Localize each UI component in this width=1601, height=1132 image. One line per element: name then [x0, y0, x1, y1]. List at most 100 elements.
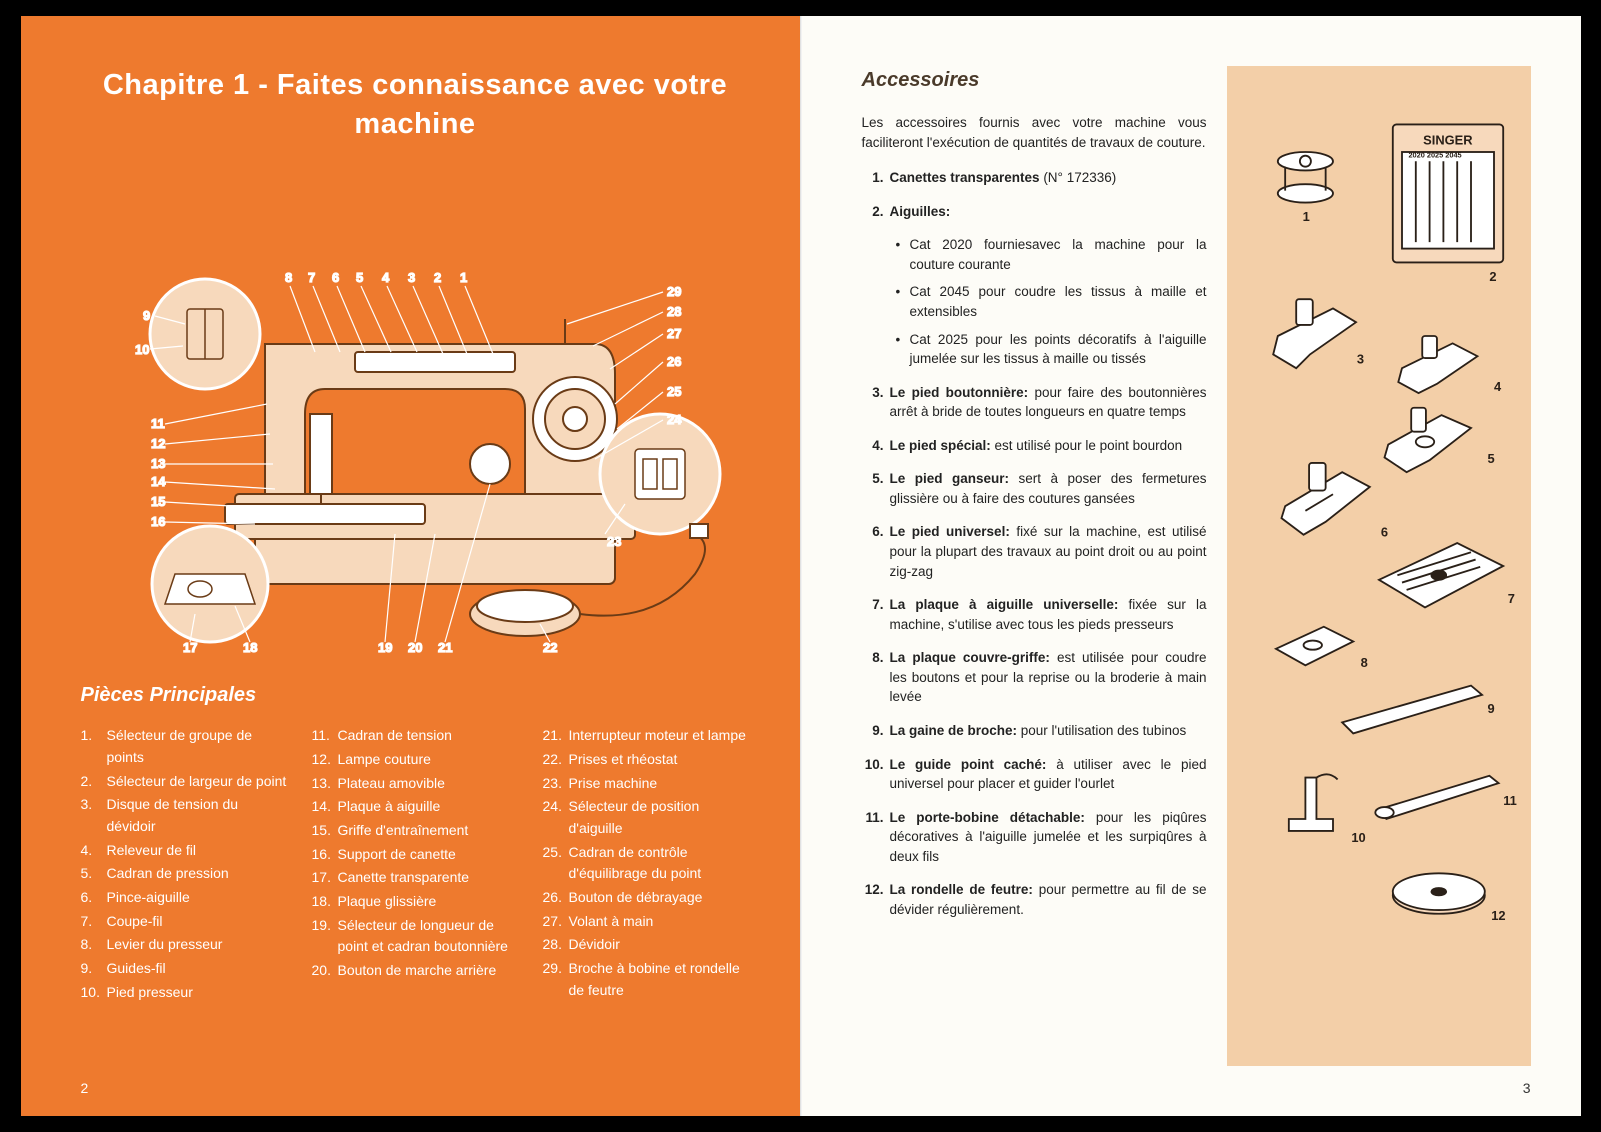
parts-item: 17.Canette transparente [312, 867, 519, 889]
svg-text:9: 9 [1487, 701, 1494, 716]
parts-item-text: Cadran de contrôle d'équilibrage du poin… [569, 842, 750, 885]
parts-item-num: 20. [312, 960, 338, 982]
accessory-entry: 2.Aiguilles: [862, 202, 1207, 222]
parts-item: 9.Guides-fil [81, 958, 288, 980]
parts-item: 6.Pince-aiguille [81, 887, 288, 909]
svg-text:10: 10 [1351, 830, 1365, 845]
parts-item-num: 19. [312, 915, 338, 958]
accessory-num: 7. [862, 595, 890, 634]
parts-item-text: Cadran de tension [338, 725, 452, 747]
page-right: Accessoires Les accessoires fournis avec… [802, 16, 1581, 1116]
chapter-title: Chapitre 1 - Faites connaissance avec vo… [81, 66, 750, 144]
parts-item-num: 24. [543, 796, 569, 839]
svg-text:24: 24 [667, 412, 682, 427]
accessory-entry: 6.Le pied universel: fixé sur la machine… [862, 522, 1207, 581]
parts-item-num: 12. [312, 749, 338, 771]
needle-subitem: Cat 2045 pour coudre les tissus à maille… [896, 282, 1207, 321]
parts-item-num: 8. [81, 934, 107, 956]
parts-item: 15.Griffe d'entraînement [312, 820, 519, 842]
parts-col-2: 11.Cadran de tension12.Lampe couture13.P… [312, 725, 519, 1005]
accessory-num: 4. [862, 436, 890, 456]
manual-spread: Chapitre 1 - Faites connaissance avec vo… [21, 16, 1581, 1116]
parts-item: 29.Broche à bobine et rondelle de feutre [543, 958, 750, 1001]
svg-text:4: 4 [382, 270, 390, 285]
svg-text:SINGER: SINGER [1423, 133, 1473, 148]
parts-item-text: Volant à main [569, 911, 654, 933]
accessory-num: 12. [862, 880, 890, 919]
parts-item-num: 9. [81, 958, 107, 980]
accessory-entry: 3.Le pied boutonnière: pour faire des bo… [862, 383, 1207, 422]
parts-item-num: 25. [543, 842, 569, 885]
svg-text:18: 18 [243, 640, 257, 654]
parts-item-text: Levier du presseur [107, 934, 223, 956]
accessories-list: 1.Canettes transparentes (N° 172336)2.Ai… [862, 168, 1207, 919]
parts-item: 19.Sélecteur de longueur de point et cad… [312, 915, 519, 958]
parts-item-text: Prises et rhéostat [569, 749, 678, 771]
accessory-num: 6. [862, 522, 890, 581]
parts-item-text: Broche à bobine et rondelle de feutre [569, 958, 750, 1001]
parts-item-num: 17. [312, 867, 338, 889]
parts-item-num: 13. [312, 773, 338, 795]
parts-item: 8.Levier du presseur [81, 934, 288, 956]
accessory-entry: 11.Le porte-bobine détachable: pour les … [862, 808, 1207, 867]
parts-item: 3.Disque de tension du dévidoir [81, 794, 288, 837]
accessory-entry: 8.La plaque couvre-griffe: est utilisée … [862, 648, 1207, 707]
accessory-entry: 12.La rondelle de feutre: pour permettre… [862, 880, 1207, 919]
svg-text:7: 7 [308, 270, 315, 285]
svg-text:6: 6 [1380, 525, 1387, 540]
parts-item-text: Sélecteur de longueur de point et cadran… [338, 915, 519, 958]
parts-columns: 1.Sélecteur de groupe de points2.Sélecte… [81, 725, 750, 1005]
chapter-title-line2: machine [354, 108, 475, 140]
accessory-num: 9. [862, 721, 890, 741]
parts-heading: Pièces Principales [81, 684, 750, 707]
parts-item: 2.Sélecteur de largeur de point [81, 771, 288, 793]
svg-text:11: 11 [1503, 793, 1517, 808]
parts-item: 12.Lampe couture [312, 749, 519, 771]
parts-item: 4.Releveur de fil [81, 840, 288, 862]
accessory-text: La plaque couvre-griffe: est utilisée po… [890, 648, 1207, 707]
svg-text:1: 1 [1302, 209, 1309, 224]
accessories-text: Accessoires Les accessoires fournis avec… [862, 66, 1207, 1066]
parts-item-text: Dévidoir [569, 934, 620, 956]
svg-text:22: 22 [543, 640, 557, 654]
svg-text:8: 8 [1360, 655, 1367, 670]
svg-text:14: 14 [151, 474, 166, 489]
parts-item-num: 7. [81, 911, 107, 933]
parts-item-text: Cadran de pression [107, 863, 229, 885]
needle-subitems: Cat 2020 fourniesavec la machine pour la… [896, 235, 1207, 368]
parts-item-num: 1. [81, 725, 107, 768]
accessory-text: La plaque à aiguille universelle: fixée … [890, 595, 1207, 634]
svg-text:5: 5 [1487, 451, 1494, 466]
parts-item: 7.Coupe-fil [81, 911, 288, 933]
parts-item-text: Coupe-fil [107, 911, 163, 933]
parts-item-num: 3. [81, 794, 107, 837]
parts-item: 28.Dévidoir [543, 934, 750, 956]
parts-item: 16.Support de canette [312, 844, 519, 866]
accessory-text: Aiguilles: [890, 202, 951, 222]
parts-item-num: 6. [81, 887, 107, 909]
machine-diagram-svg: 8 7 6 5 4 3 2 1 29 28 27 26 25 24 23 [95, 174, 735, 654]
svg-text:29: 29 [667, 284, 681, 299]
parts-col-1: 1.Sélecteur de groupe de points2.Sélecte… [81, 725, 288, 1005]
parts-item-num: 2. [81, 771, 107, 793]
svg-text:26: 26 [667, 354, 681, 369]
svg-text:2: 2 [1489, 269, 1496, 284]
parts-item-text: Prise machine [569, 773, 658, 795]
parts-col-3: 21.Interrupteur moteur et lampe22.Prises… [543, 725, 750, 1005]
parts-item-num: 16. [312, 844, 338, 866]
svg-text:19: 19 [378, 640, 392, 654]
accessory-text: Le pied spécial: est utilisé pour le poi… [890, 436, 1183, 456]
parts-item: 21.Interrupteur moteur et lampe [543, 725, 750, 747]
parts-item-text: Sélecteur de largeur de point [107, 771, 287, 793]
parts-item-text: Support de canette [338, 844, 456, 866]
page-number-left: 2 [81, 1080, 89, 1096]
svg-text:27: 27 [667, 326, 681, 341]
accessory-text: Le pied ganseur: sert à poser des fermet… [890, 469, 1207, 508]
accessory-num: 1. [862, 168, 890, 188]
parts-item-num: 23. [543, 773, 569, 795]
parts-item-num: 15. [312, 820, 338, 842]
parts-item: 13.Plateau amovible [312, 773, 519, 795]
parts-item-num: 26. [543, 887, 569, 909]
parts-item-text: Plateau amovible [338, 773, 445, 795]
accessory-text: Le guide point caché: à utiliser avec le… [890, 755, 1207, 794]
